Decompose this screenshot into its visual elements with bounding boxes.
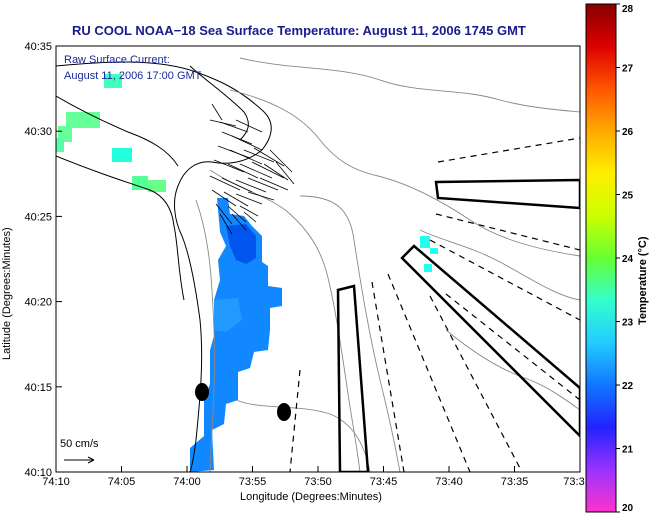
current-vectors — [209, 103, 295, 235]
dashed-radials — [289, 137, 580, 472]
y-axis-ticks: 40:35 40:30 40:25 40:20 40:15 40:10 — [24, 41, 62, 479]
y-tick-label: 40:35 — [24, 41, 52, 53]
colorbar — [585, 3, 617, 513]
colorbar-tick-label: 21 — [622, 445, 634, 456]
x-tick-label: 74:10 — [42, 476, 70, 488]
coastline-bay — [189, 65, 249, 141]
station-dot — [277, 403, 291, 421]
sst-pixel — [132, 176, 148, 190]
sst-pixel — [430, 248, 438, 254]
colorbar-tick-label: 20 — [622, 503, 634, 514]
x-tick-label: 73:45 — [370, 476, 398, 488]
coastline-river — [56, 155, 185, 301]
colorbar-tick-label: 28 — [622, 4, 634, 15]
colorbar-tick-label: 22 — [622, 381, 634, 392]
sector-boxes — [336, 178, 580, 472]
scale-label: 50 cm/s — [60, 438, 99, 450]
y-tick-label: 40:30 — [24, 126, 52, 138]
sst-dark-patch — [226, 224, 256, 264]
station-dot — [195, 383, 209, 401]
colorbar-ticks: 28 27 26 25 24 23 22 21 20 — [616, 3, 634, 514]
sst-pixel — [104, 74, 122, 88]
y-axis-label: Latitude (Degrees:Minutes) — [1, 227, 13, 360]
contour — [195, 199, 215, 472]
x-tick-label: 73:35 — [501, 476, 529, 488]
x-axis-label: Longitude (Degrees:Minutes) — [240, 491, 382, 503]
colorbar-label: Temperature (°C) — [637, 236, 649, 325]
sector-box-east — [434, 178, 580, 210]
sst-pixel — [112, 148, 132, 162]
sector-box-south — [336, 284, 370, 472]
x-tick-label: 74:00 — [173, 476, 201, 488]
figure-title: RU COOL NOAA−18 Sea Surface Temperature:… — [72, 23, 526, 38]
colorbar-tick-label: 25 — [622, 191, 634, 202]
colorbar-tick-label: 23 — [622, 318, 634, 329]
x-tick-label: 73:50 — [304, 476, 332, 488]
sst-light-patch — [214, 298, 242, 332]
x-tick-label: 74:05 — [108, 476, 136, 488]
y-tick-label: 40:10 — [24, 467, 52, 479]
current-annotation-line1: Raw Surface Current: — [64, 54, 170, 66]
sector-box-southeast — [400, 244, 580, 438]
contour — [445, 329, 580, 411]
contour — [209, 169, 361, 472]
sst-pixel — [148, 180, 166, 192]
x-axis-ticks: 74:10 74:05 74:00 73:55 73:50 73:45 73:40 73:35… — [42, 466, 585, 488]
colorbar-tick-label: 26 — [622, 127, 634, 138]
sst-pixel — [420, 236, 430, 248]
colorbar-tick-label: 24 — [622, 254, 634, 265]
y-tick-label: 40:25 — [24, 211, 52, 223]
contour — [235, 399, 371, 472]
contour — [299, 195, 401, 472]
scale-arrow — [64, 456, 95, 464]
map-background — [56, 46, 580, 472]
x-tick-label: 73:40 — [435, 476, 463, 488]
sst-pixel — [424, 264, 432, 272]
colorbar-tick-label: 27 — [622, 64, 634, 75]
x-tick-label: 73:3 — [563, 476, 584, 488]
bathymetry-contours — [195, 57, 580, 472]
current-annotation-line2: August 11, 2006 17:00 GMT — [64, 70, 202, 82]
contour — [239, 57, 580, 113]
sst-pixel — [56, 138, 64, 152]
x-tick-label: 73:55 — [239, 476, 267, 488]
map-area — [56, 46, 580, 472]
coastline-shore — [56, 95, 179, 167]
coastline — [56, 61, 272, 472]
contour — [419, 229, 580, 301]
y-tick-label: 40:15 — [24, 382, 52, 394]
coastlines — [56, 61, 272, 472]
y-tick-label: 40:20 — [24, 297, 52, 309]
contour — [229, 89, 580, 257]
sst-pixel — [66, 112, 100, 128]
